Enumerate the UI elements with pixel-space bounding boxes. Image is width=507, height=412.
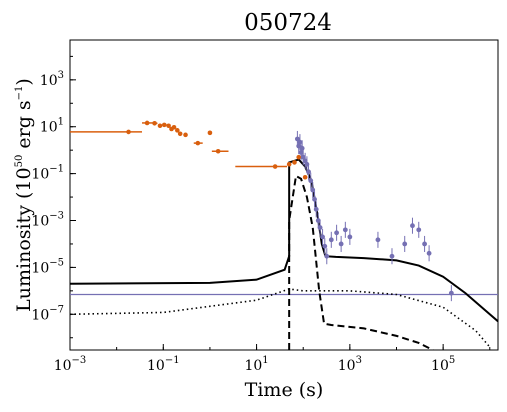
model-dashed-line [288,174,434,350]
x-tick-base: 10 [147,358,165,374]
y-axis-label-exp1: 50 [14,155,25,168]
purple-data-point [448,290,454,296]
orange-data-point [166,123,171,129]
y-axis-label-mid: erg s [13,100,35,154]
y-tick-exp: −1 [49,164,64,175]
purple-data-point [308,178,314,184]
plot-area-frame [69,39,499,351]
orange-data-point [183,132,188,138]
purple-data-point [310,187,316,193]
model-dotted-line [70,288,491,348]
x-tick-exp: 3 [356,355,362,366]
y-axis-label-suffix: ) [13,78,35,85]
orange-data-point [144,120,150,126]
orange-data-point [195,140,201,146]
purple-data-point [338,241,344,247]
orange-data-point [272,164,278,169]
purple-data-point [410,223,415,229]
orange-data-point [292,160,297,165]
orange-data-point [157,123,163,129]
y-tick-base: 10 [31,214,49,230]
y-tick-exp: 1 [58,117,64,128]
purple-data-point [312,196,317,202]
purple-data-point [422,241,427,247]
orange-data-point [152,121,157,126]
y-tick-label: 10−1 [31,164,64,183]
x-tick-exp: −1 [165,355,180,366]
x-tick-exp: 5 [449,355,455,366]
x-tick-base: 10 [431,358,449,374]
x-tick-base: 10 [54,358,72,374]
y-tick-base: 10 [31,260,49,276]
purple-data-point [300,154,306,160]
purple-data-point [299,145,305,151]
purple-data-point [320,234,325,240]
y-tick-exp: −5 [49,257,64,268]
purple-data-point [313,206,319,212]
purple-data-point [328,237,334,243]
y-tick-label: 10−3 [31,211,64,230]
orange-data-point [302,174,308,180]
x-tick-base: 10 [338,358,356,374]
x-tick-exp: 1 [262,355,268,366]
y-axis-label: Luminosity (1050 erg s−1) [13,78,35,312]
purple-data-point [375,237,381,243]
x-tick-label: 101 [244,355,268,374]
y-tick-exp: −7 [49,304,64,315]
purple-data-point [315,218,321,223]
orange-data-point [171,124,177,130]
y-tick-label: 103 [40,70,64,89]
orange-data-point [286,161,292,167]
y-tick-label: 101 [40,117,64,136]
plot-clipped-group [70,120,498,350]
y-tick-base: 10 [31,307,49,323]
y-tick-base: 10 [31,167,49,183]
y-tick-exp: 3 [58,70,64,81]
x-tick-label: 10−1 [147,355,180,374]
model-solid-line [70,158,498,323]
purple-data-point [347,234,353,240]
purple-data-point [324,253,330,259]
x-tick-exp: −3 [72,355,87,366]
purple-data-point [297,139,303,145]
purple-data-point [342,227,348,233]
purple-data-point [416,227,422,233]
x-axis-label: Time (s) [245,379,324,401]
x-tick-label: 103 [338,355,362,374]
x-tick-label: 10−3 [54,355,87,374]
purple-data-point [322,243,328,249]
y-tick-label: 10−7 [31,304,64,323]
purple-data-point [389,253,395,259]
orange-data-point [161,122,167,128]
orange-data-point [126,129,131,135]
y-tick-base: 10 [40,73,58,89]
y-axis-label-exp2: −1 [14,86,25,101]
x-tick-label: 105 [431,355,455,374]
orange-data-point [207,130,213,136]
purple-data-point [317,225,323,230]
orange-data-point [215,148,221,154]
orange-data-point [296,154,301,160]
purple-data-point [306,169,311,175]
y-tick-exp: −3 [49,211,64,222]
y-tick-base: 10 [40,120,58,136]
orange-data-point [177,131,183,137]
purple-data-point [402,241,408,247]
purple-data-point [426,250,432,256]
x-axis-ticks: 10−3 10−1 101 103 105 [54,344,491,374]
orange-data-point [175,128,180,133]
x-tick-base: 10 [244,358,262,374]
y-axis-label-prefix: Luminosity (10 [13,167,35,311]
purple-data-point [334,230,340,236]
plot-content [70,120,498,350]
y-tick-label: 10−5 [31,257,64,276]
chart-title: 050724 [244,10,332,36]
